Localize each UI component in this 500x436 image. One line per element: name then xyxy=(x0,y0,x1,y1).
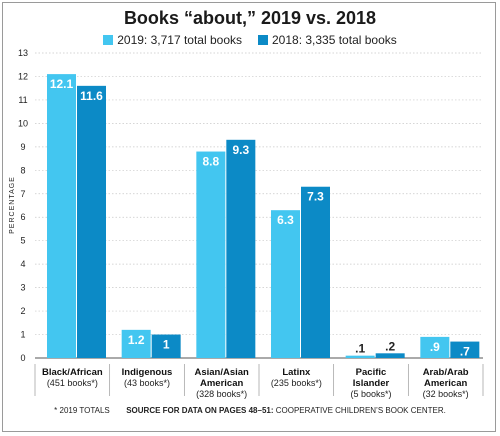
footnote-source-label: SOURCE FOR DATA ON PAGES 48–51: xyxy=(126,406,274,415)
data-label: 9.3 xyxy=(232,143,249,157)
category-note: (32 books*) xyxy=(423,389,469,399)
y-tick-label: 10 xyxy=(18,118,28,128)
data-label: 12.1 xyxy=(50,77,74,91)
category-label: Indigenous xyxy=(122,367,173,378)
bar xyxy=(301,186,330,358)
data-label: 7.3 xyxy=(307,190,324,204)
category-label: Black/African xyxy=(42,367,103,378)
legend-item-2019: 2019: 3,717 total books xyxy=(103,33,242,47)
category-label: American xyxy=(424,378,467,389)
category-label: Asian/Asian xyxy=(194,367,249,378)
data-label: .2 xyxy=(385,339,395,353)
legend-label-2018: 2018: 3,335 total books xyxy=(272,33,397,47)
bar xyxy=(271,210,300,358)
bar xyxy=(121,329,151,358)
y-tick-label: 6 xyxy=(20,212,25,222)
category-label: Latinx xyxy=(282,367,311,378)
y-tick-label: 8 xyxy=(20,165,25,175)
data-label: 1.2 xyxy=(128,333,145,347)
category-note: (43 books*) xyxy=(124,378,170,388)
y-tick-label: 2 xyxy=(20,306,25,316)
category-label: Arab/Arab xyxy=(423,367,469,378)
chart-title: Books “about,” 2019 vs. 2018 xyxy=(123,8,377,28)
category-label: Islander xyxy=(353,378,390,389)
footnote-source: COOPERATIVE CHILDREN’S BOOK CENTER. xyxy=(273,406,446,415)
data-label: 11.6 xyxy=(80,89,103,103)
y-tick-label: 0 xyxy=(20,353,25,363)
bar xyxy=(47,74,76,358)
y-tick-label: 4 xyxy=(20,259,25,269)
footnote: * 2019 TOTALS SOURCE FOR DATA ON PAGES 4… xyxy=(0,406,500,415)
y-tick-label: 12 xyxy=(18,71,28,81)
bar xyxy=(375,353,405,358)
y-tick-label: 11 xyxy=(18,95,27,105)
footnote-totals: * 2019 TOTALS xyxy=(54,406,110,415)
data-label: .9 xyxy=(430,340,440,354)
bar xyxy=(196,151,226,358)
bar xyxy=(77,85,106,358)
bar xyxy=(450,341,480,358)
category-note: (451 books*) xyxy=(47,378,98,388)
y-tick-label: 13 xyxy=(18,48,28,58)
bar xyxy=(151,334,181,358)
category-note: (5 books*) xyxy=(350,389,391,399)
category-note: (235 books*) xyxy=(271,378,322,388)
category-note: (328 books*) xyxy=(196,389,247,399)
data-label: 8.8 xyxy=(202,155,219,169)
y-tick-label: 1 xyxy=(20,330,25,340)
legend-item-2018: 2018: 3,335 total books xyxy=(258,33,397,47)
y-tick-label: 7 xyxy=(20,189,25,199)
bar xyxy=(345,355,375,358)
legend-swatch-2018 xyxy=(258,35,268,45)
y-tick-label: 9 xyxy=(20,142,25,152)
data-label: 6.3 xyxy=(277,213,294,227)
legend-swatch-2019 xyxy=(103,35,114,45)
y-axis-label: PERCENTAGE xyxy=(9,176,16,234)
data-label: .1 xyxy=(355,342,365,356)
category-label: American xyxy=(200,378,243,389)
legend-label-2019: 2019: 3,717 total books xyxy=(117,33,242,47)
data-label: 1 xyxy=(163,338,170,352)
y-tick-label: 5 xyxy=(20,236,25,246)
chart-legend: 2019: 3,717 total books 2018: 3,335 tota… xyxy=(0,33,500,47)
category-label: Pacific xyxy=(356,367,387,378)
data-label: .7 xyxy=(460,345,470,359)
y-tick-label: 3 xyxy=(20,283,25,293)
bar xyxy=(420,336,450,358)
bar xyxy=(226,139,256,358)
